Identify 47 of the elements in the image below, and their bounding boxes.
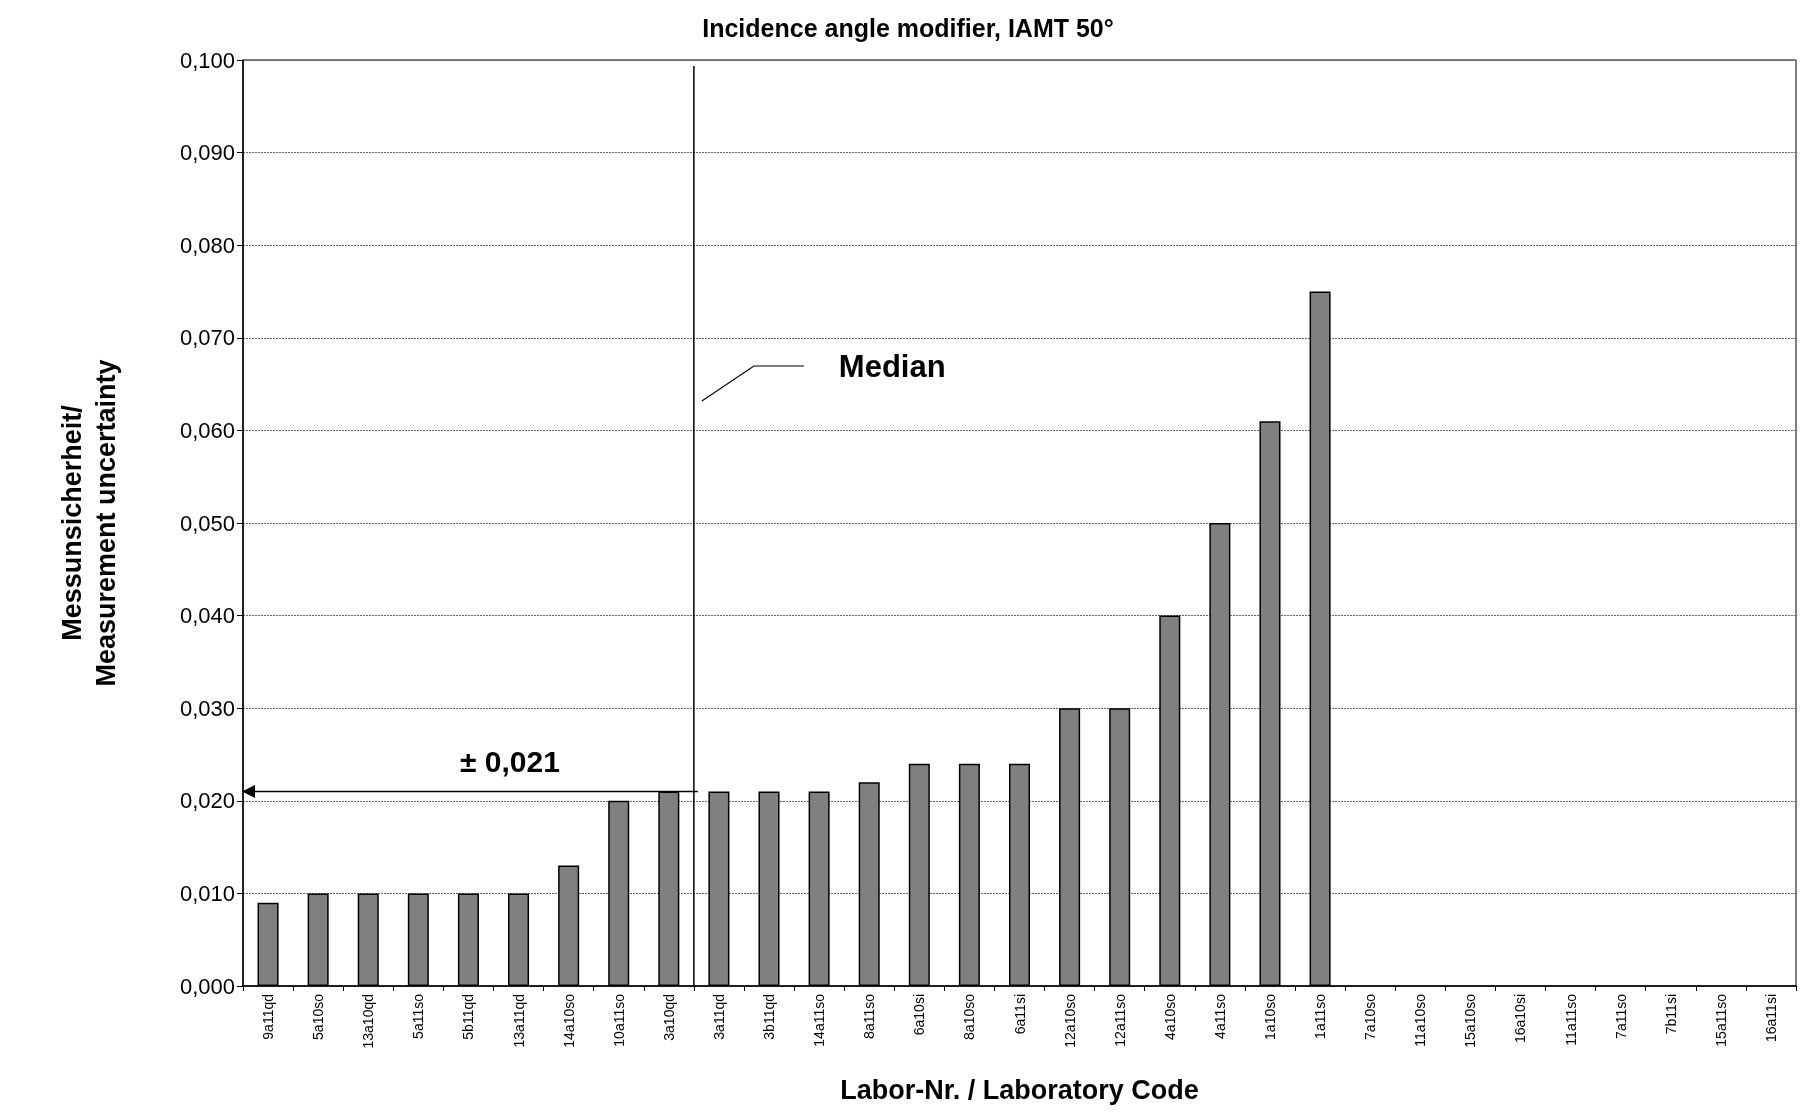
x-tick-label: 7b11si [1662, 994, 1679, 1035]
y-tick-label: 0,090 [179, 140, 235, 166]
x-tick-label: 3a11qd [710, 994, 727, 1040]
y-axis-title: Messunsicherheit/ Measurement uncertainty [57, 359, 121, 687]
x-tick-label: 5a10so [310, 993, 327, 1040]
chart-title: Incidence angle modifier, IAMT 50° [702, 13, 1114, 42]
x-tick-label: 16a10si [1512, 994, 1529, 1044]
x-tick-label: 16a11si [1762, 994, 1779, 1043]
x-tick-label: 6a10si [911, 994, 928, 1036]
y-tick-label: 0,020 [179, 788, 235, 814]
y-tick-label: 0,100 [179, 47, 235, 73]
x-tick-label: 13a10qd [360, 994, 377, 1049]
x-tick-label: 3a10qd [660, 994, 677, 1041]
y-tick-label: 0,050 [179, 510, 235, 536]
ref-line-label: Median [838, 348, 946, 384]
x-tick-label: 7a11so [1612, 993, 1629, 1039]
x-tick-label: 1a10so [1261, 993, 1278, 1040]
x-tick-label: 12a11so [1111, 993, 1128, 1047]
x-tick-label: 4a10so [1161, 993, 1178, 1040]
x-tick-label: 10a11so [610, 993, 627, 1047]
x-tick-label: 5b11qd [460, 994, 477, 1040]
x-tick-label: 6a11si [1011, 994, 1028, 1035]
x-tick-label: 14a10so [560, 993, 577, 1048]
ref-line-label: ± 0,021 [460, 745, 560, 779]
y-tick-label: 0,060 [179, 417, 235, 443]
y-tick-label: 0,010 [179, 880, 235, 906]
y-tick-label: 0,030 [179, 695, 235, 721]
y-tick-label: 0,070 [179, 325, 235, 351]
x-tick-label: 3b11qd [761, 994, 778, 1040]
x-tick-label: 7a10so [1362, 993, 1379, 1040]
x-tick-label: 8a10so [961, 993, 978, 1040]
y-tick-label: 0,040 [179, 603, 235, 629]
y-tick-label: 0,000 [179, 973, 235, 999]
x-tick-label: 14a11so [811, 993, 828, 1047]
y-tick-label: 0,080 [179, 232, 235, 258]
x-tick-label: 13a11qd [510, 994, 527, 1048]
x-tick-label: 9a11qd [260, 994, 277, 1040]
x-tick-label: 11a11so [1562, 993, 1579, 1046]
x-axis-title: Labor-Nr. / Laboratory Code [840, 1074, 1199, 1105]
x-tick-label: 11a10so [1412, 993, 1429, 1047]
x-tick-label: 15a10so [1462, 993, 1479, 1048]
x-tick-label: 1a11so [1312, 993, 1329, 1039]
x-tick-label: 8a11so [861, 993, 878, 1039]
x-tick-label: 15a11so [1712, 993, 1729, 1047]
x-tick-label: 12a10so [1061, 993, 1078, 1048]
x-tick-label: 5a11so [410, 993, 427, 1039]
x-tick-label: 4a11so [1211, 993, 1228, 1039]
